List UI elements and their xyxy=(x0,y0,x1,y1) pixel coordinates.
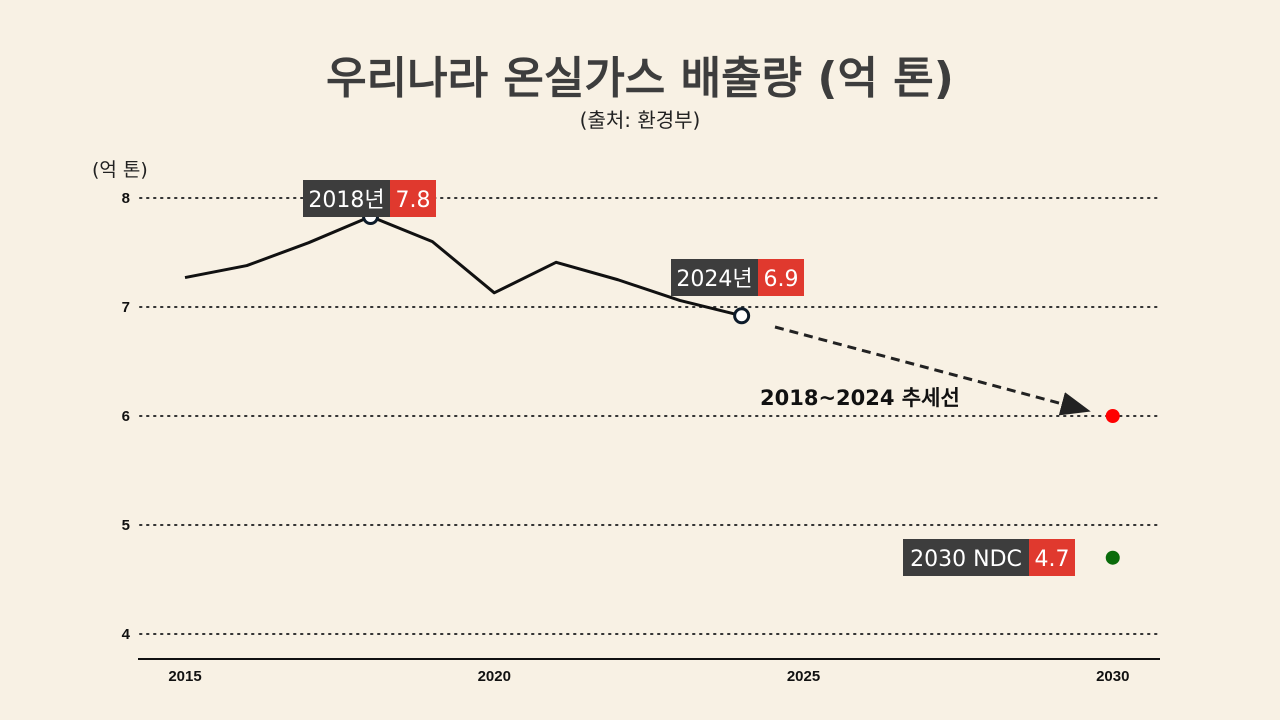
annotation-value-box xyxy=(1029,539,1075,576)
x-tick-label: 2020 xyxy=(478,668,511,685)
ndc-point xyxy=(1105,550,1120,565)
y-tick-label: 6 xyxy=(122,408,130,425)
trend-label: 2018~2024 추세선 xyxy=(760,386,960,410)
annotation-label-box xyxy=(903,539,1029,576)
annotation-label: 2024년 xyxy=(676,267,752,292)
annotation-label: 2018년 xyxy=(308,188,384,213)
series-line xyxy=(184,215,743,318)
annotation-value-box xyxy=(758,259,804,296)
y-tick-label: 5 xyxy=(122,517,130,534)
annotation-value: 4.7 xyxy=(1035,547,1070,572)
x-tick-label: 2030 xyxy=(1096,668,1129,685)
annotation-value: 6.9 xyxy=(764,267,799,292)
trend-endpoint xyxy=(1105,409,1120,423)
annotation-label-box xyxy=(303,180,390,217)
trend-line xyxy=(774,325,1091,416)
annotation-label-box xyxy=(671,259,758,296)
annotation-value-box xyxy=(390,180,436,217)
annotation-value: 7.8 xyxy=(396,188,431,213)
y-tick-label: 7 xyxy=(122,299,130,316)
x-tick-label: 2015 xyxy=(168,668,201,685)
x-tick-label: 2025 xyxy=(787,668,820,685)
y-axis-label: (억 톤) xyxy=(92,159,148,181)
y-tick-label: 8 xyxy=(122,190,130,207)
chart-subtitle: (출처: 환경부) xyxy=(579,108,701,132)
chart-title: 우리나라 온실가스 배출량 (억 톤) xyxy=(326,53,954,104)
data-point xyxy=(733,307,751,325)
y-tick-label: 4 xyxy=(122,626,131,643)
annotation-label: 2030 NDC xyxy=(910,547,1022,572)
